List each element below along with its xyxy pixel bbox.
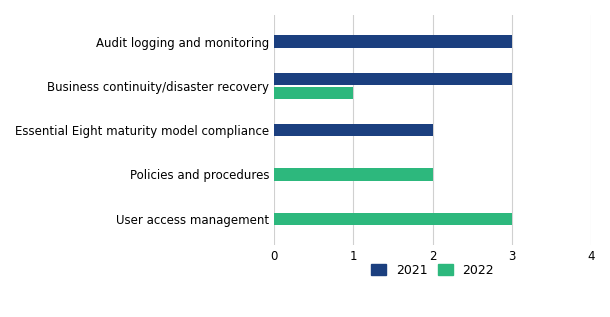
Bar <box>274 212 512 225</box>
Bar <box>274 168 432 181</box>
Bar <box>274 73 512 85</box>
Bar <box>274 124 432 136</box>
Legend: 2021, 2022: 2021, 2022 <box>367 260 498 281</box>
Bar <box>274 36 512 48</box>
Bar <box>274 87 353 99</box>
